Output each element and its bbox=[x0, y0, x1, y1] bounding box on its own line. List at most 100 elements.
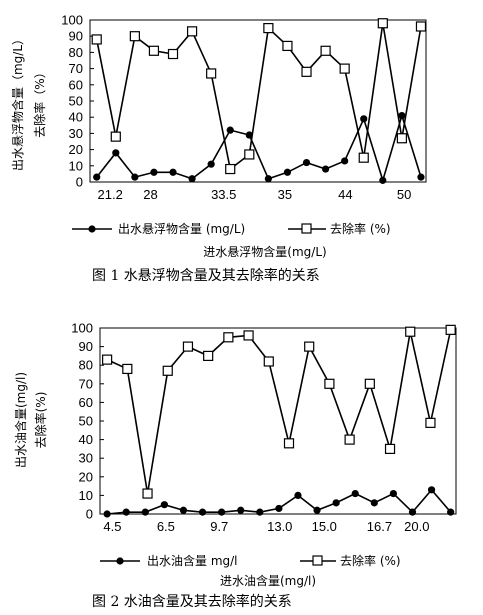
chart-1-legend: 出水悬浮物含量 (mg/L) 去除率 (%) bbox=[72, 221, 391, 236]
chart-2-series-1-point bbox=[237, 506, 245, 514]
chart-2-series-2-point bbox=[263, 356, 274, 367]
chart-1-caption: 图 1 水悬浮物含量及其去除率的关系 bbox=[92, 267, 320, 284]
chart-1-series-2-point bbox=[339, 63, 350, 74]
chart-1-series-1-point bbox=[150, 168, 158, 176]
chart-2-ytick-label: 100 bbox=[71, 321, 93, 336]
chart-2-series-1-point bbox=[389, 489, 398, 498]
chart-2-series-1-point bbox=[256, 508, 264, 516]
chart-1-series-2-point bbox=[148, 45, 160, 56]
chart-2-series-1-point bbox=[370, 499, 378, 507]
chart-1-ylabel-line-1: 出水悬浮物含量（mg/L） bbox=[10, 33, 25, 171]
chart-2-xtick-label: 20.0 bbox=[404, 519, 429, 534]
chart-1-series-1-point bbox=[321, 165, 330, 173]
chart-2-ylabel-line-2: 去除率(%) bbox=[33, 392, 48, 449]
chart-2-series-2-point bbox=[283, 438, 295, 449]
chart-2-series-2-line bbox=[106, 329, 452, 494]
chart-1-series-1-point bbox=[207, 160, 215, 168]
chart-1-series-1-point bbox=[245, 131, 253, 139]
chart-2-series-1-point bbox=[179, 506, 188, 514]
chart-1-xtick-label: 21.2 bbox=[98, 187, 123, 202]
chart-1-ytick-label: 100 bbox=[61, 13, 83, 28]
chart-1-ytick-label: 30 bbox=[69, 126, 83, 141]
chart-1-ylabel-line-2: 去除率（%） bbox=[32, 66, 47, 137]
chart-1-series-2-point bbox=[320, 45, 331, 56]
chart-1-series-2-point bbox=[301, 66, 312, 77]
chart-2-series-1-point bbox=[103, 510, 111, 518]
chart-2-legend-label-1: 出水油含量 mg/l bbox=[147, 553, 238, 568]
chart-1-ytick-label: 90 bbox=[69, 29, 83, 44]
chart-2-legend-label-2: 去除率 (%) bbox=[340, 553, 401, 568]
chart-2-xtick-label: 9.7 bbox=[210, 519, 228, 534]
chart-2-ytick-label: 90 bbox=[79, 339, 93, 354]
chart-1-series-1-point bbox=[360, 115, 368, 123]
chart-1-series-1-point bbox=[112, 149, 120, 157]
chart-2-legend: 出水油含量 mg/l 去除率 (%) bbox=[100, 553, 401, 568]
chart-1-series-1-point bbox=[398, 111, 406, 120]
chart-1-series-2-point bbox=[129, 31, 140, 42]
chart-1-xtick-label: 33.5 bbox=[211, 187, 236, 202]
chart-2-series-2-point bbox=[364, 378, 375, 389]
chart-1-ytick-label: 0 bbox=[76, 175, 83, 190]
chart-1-ytick-label: 70 bbox=[69, 61, 83, 76]
chart-1-series-2-point bbox=[377, 18, 388, 29]
chart-2-ytick-label: 40 bbox=[79, 432, 93, 447]
chart-1-series-1-point bbox=[188, 175, 196, 183]
chart-2-xtick-label: 15.0 bbox=[312, 519, 337, 534]
chart-2-series-1-point bbox=[351, 489, 359, 498]
chart-2-series-2-point bbox=[203, 350, 214, 361]
chart-2-series-2-point bbox=[142, 488, 153, 499]
chart-2-series-2-point bbox=[122, 363, 133, 375]
chart-1-series-2-point bbox=[244, 149, 255, 160]
chart-1-series-2-point bbox=[263, 23, 274, 34]
chart-2-xtick-label: 16.7 bbox=[367, 519, 392, 534]
chart-2-series-1-point bbox=[275, 504, 283, 513]
chart-1-series-1-point bbox=[226, 126, 234, 134]
chart-1-xlabel: 进水悬浮物含量(mg/L) bbox=[203, 244, 326, 259]
chart-2-series-2-point bbox=[384, 443, 396, 454]
chart-1-ytick-label: 50 bbox=[69, 94, 83, 109]
chart-1-series-1-point bbox=[93, 173, 101, 181]
chart-1-series-2-point bbox=[186, 26, 198, 37]
chart-1-ytick-label: 80 bbox=[69, 45, 83, 60]
chart-2-series-1-point bbox=[198, 508, 207, 516]
chart-2-ytick-label: 60 bbox=[79, 395, 93, 410]
chart-2-series-2-point bbox=[405, 326, 416, 337]
chart-2-plot-frame bbox=[99, 327, 457, 515]
chart-1-legend-marker-2 bbox=[301, 223, 312, 234]
chart-2-series-2-point bbox=[102, 354, 113, 365]
chart-2-series-2-point bbox=[425, 417, 436, 428]
chart-2-series-1-point bbox=[313, 506, 321, 514]
chart-1-ytick-label: 10 bbox=[69, 158, 83, 173]
chart-1-series-2-point bbox=[206, 68, 217, 79]
chart-1-series-2-point bbox=[396, 133, 407, 144]
chart-1-legend-label-2: 去除率 (%) bbox=[330, 221, 391, 236]
chart-2-series-2-point bbox=[304, 341, 315, 352]
chart-1-series-2-point bbox=[358, 152, 369, 163]
chart-2-series-1-point bbox=[218, 508, 226, 516]
chart-1-series-1-point bbox=[302, 158, 311, 167]
chart-2-series-1-point bbox=[427, 486, 436, 494]
chart-2-series-2-point bbox=[243, 330, 254, 341]
chart-2-series-1-point bbox=[160, 501, 168, 509]
chart-2-series-1-point bbox=[447, 508, 455, 516]
chart-2-ytick-label: 10 bbox=[79, 488, 93, 503]
chart-2: 0 10 20 30 40 50 60 70 80 90 100 4.5 6.5 9.7 13.0 15.0… bbox=[13, 321, 457, 610]
chart-2-ytick-label: 20 bbox=[79, 469, 93, 484]
chart-1-series-2-point bbox=[110, 131, 121, 142]
chart-2-caption: 图 2 水油含量及其去除率的关系 bbox=[92, 593, 292, 610]
chart-2-ytick-label: 80 bbox=[79, 358, 93, 373]
chart-2-ylabel-line-1: 出水油含量(mg/l) bbox=[13, 372, 28, 468]
chart-2-ytick-label: 30 bbox=[79, 451, 93, 466]
chart-2-legend-marker-1 bbox=[116, 557, 124, 565]
chart-2-xtick-label: 4.5 bbox=[103, 519, 121, 534]
chart-2-series-1-point bbox=[332, 499, 340, 507]
chart-1-series-1-line bbox=[96, 112, 422, 184]
chart-2-ytick-label: 0 bbox=[86, 507, 93, 522]
chart-1-xtick-label: 35 bbox=[278, 187, 292, 202]
chart-1-xtick-label: 28 bbox=[143, 187, 157, 202]
chart-2-series-2-point bbox=[344, 434, 355, 445]
chart-1-series-2-point bbox=[91, 34, 102, 45]
chart-2-series-1-point bbox=[141, 508, 149, 516]
